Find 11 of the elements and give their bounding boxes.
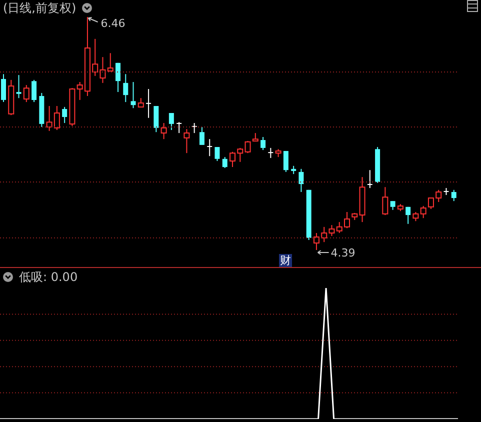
chart-title: 低吸: 0.00 bbox=[19, 270, 78, 284]
candlestick bbox=[207, 139, 212, 156]
annotation: 4.39 bbox=[330, 246, 356, 260]
candlestick bbox=[268, 148, 274, 158]
candlestick bbox=[16, 75, 22, 98]
candlestick bbox=[176, 122, 182, 134]
annotation: 6.46 bbox=[100, 17, 126, 30]
candlestick bbox=[367, 170, 372, 188]
candlestick bbox=[146, 88, 152, 118]
chart-title: (日线,前复权) bbox=[3, 1, 76, 15]
text: 财 bbox=[279, 254, 292, 267]
